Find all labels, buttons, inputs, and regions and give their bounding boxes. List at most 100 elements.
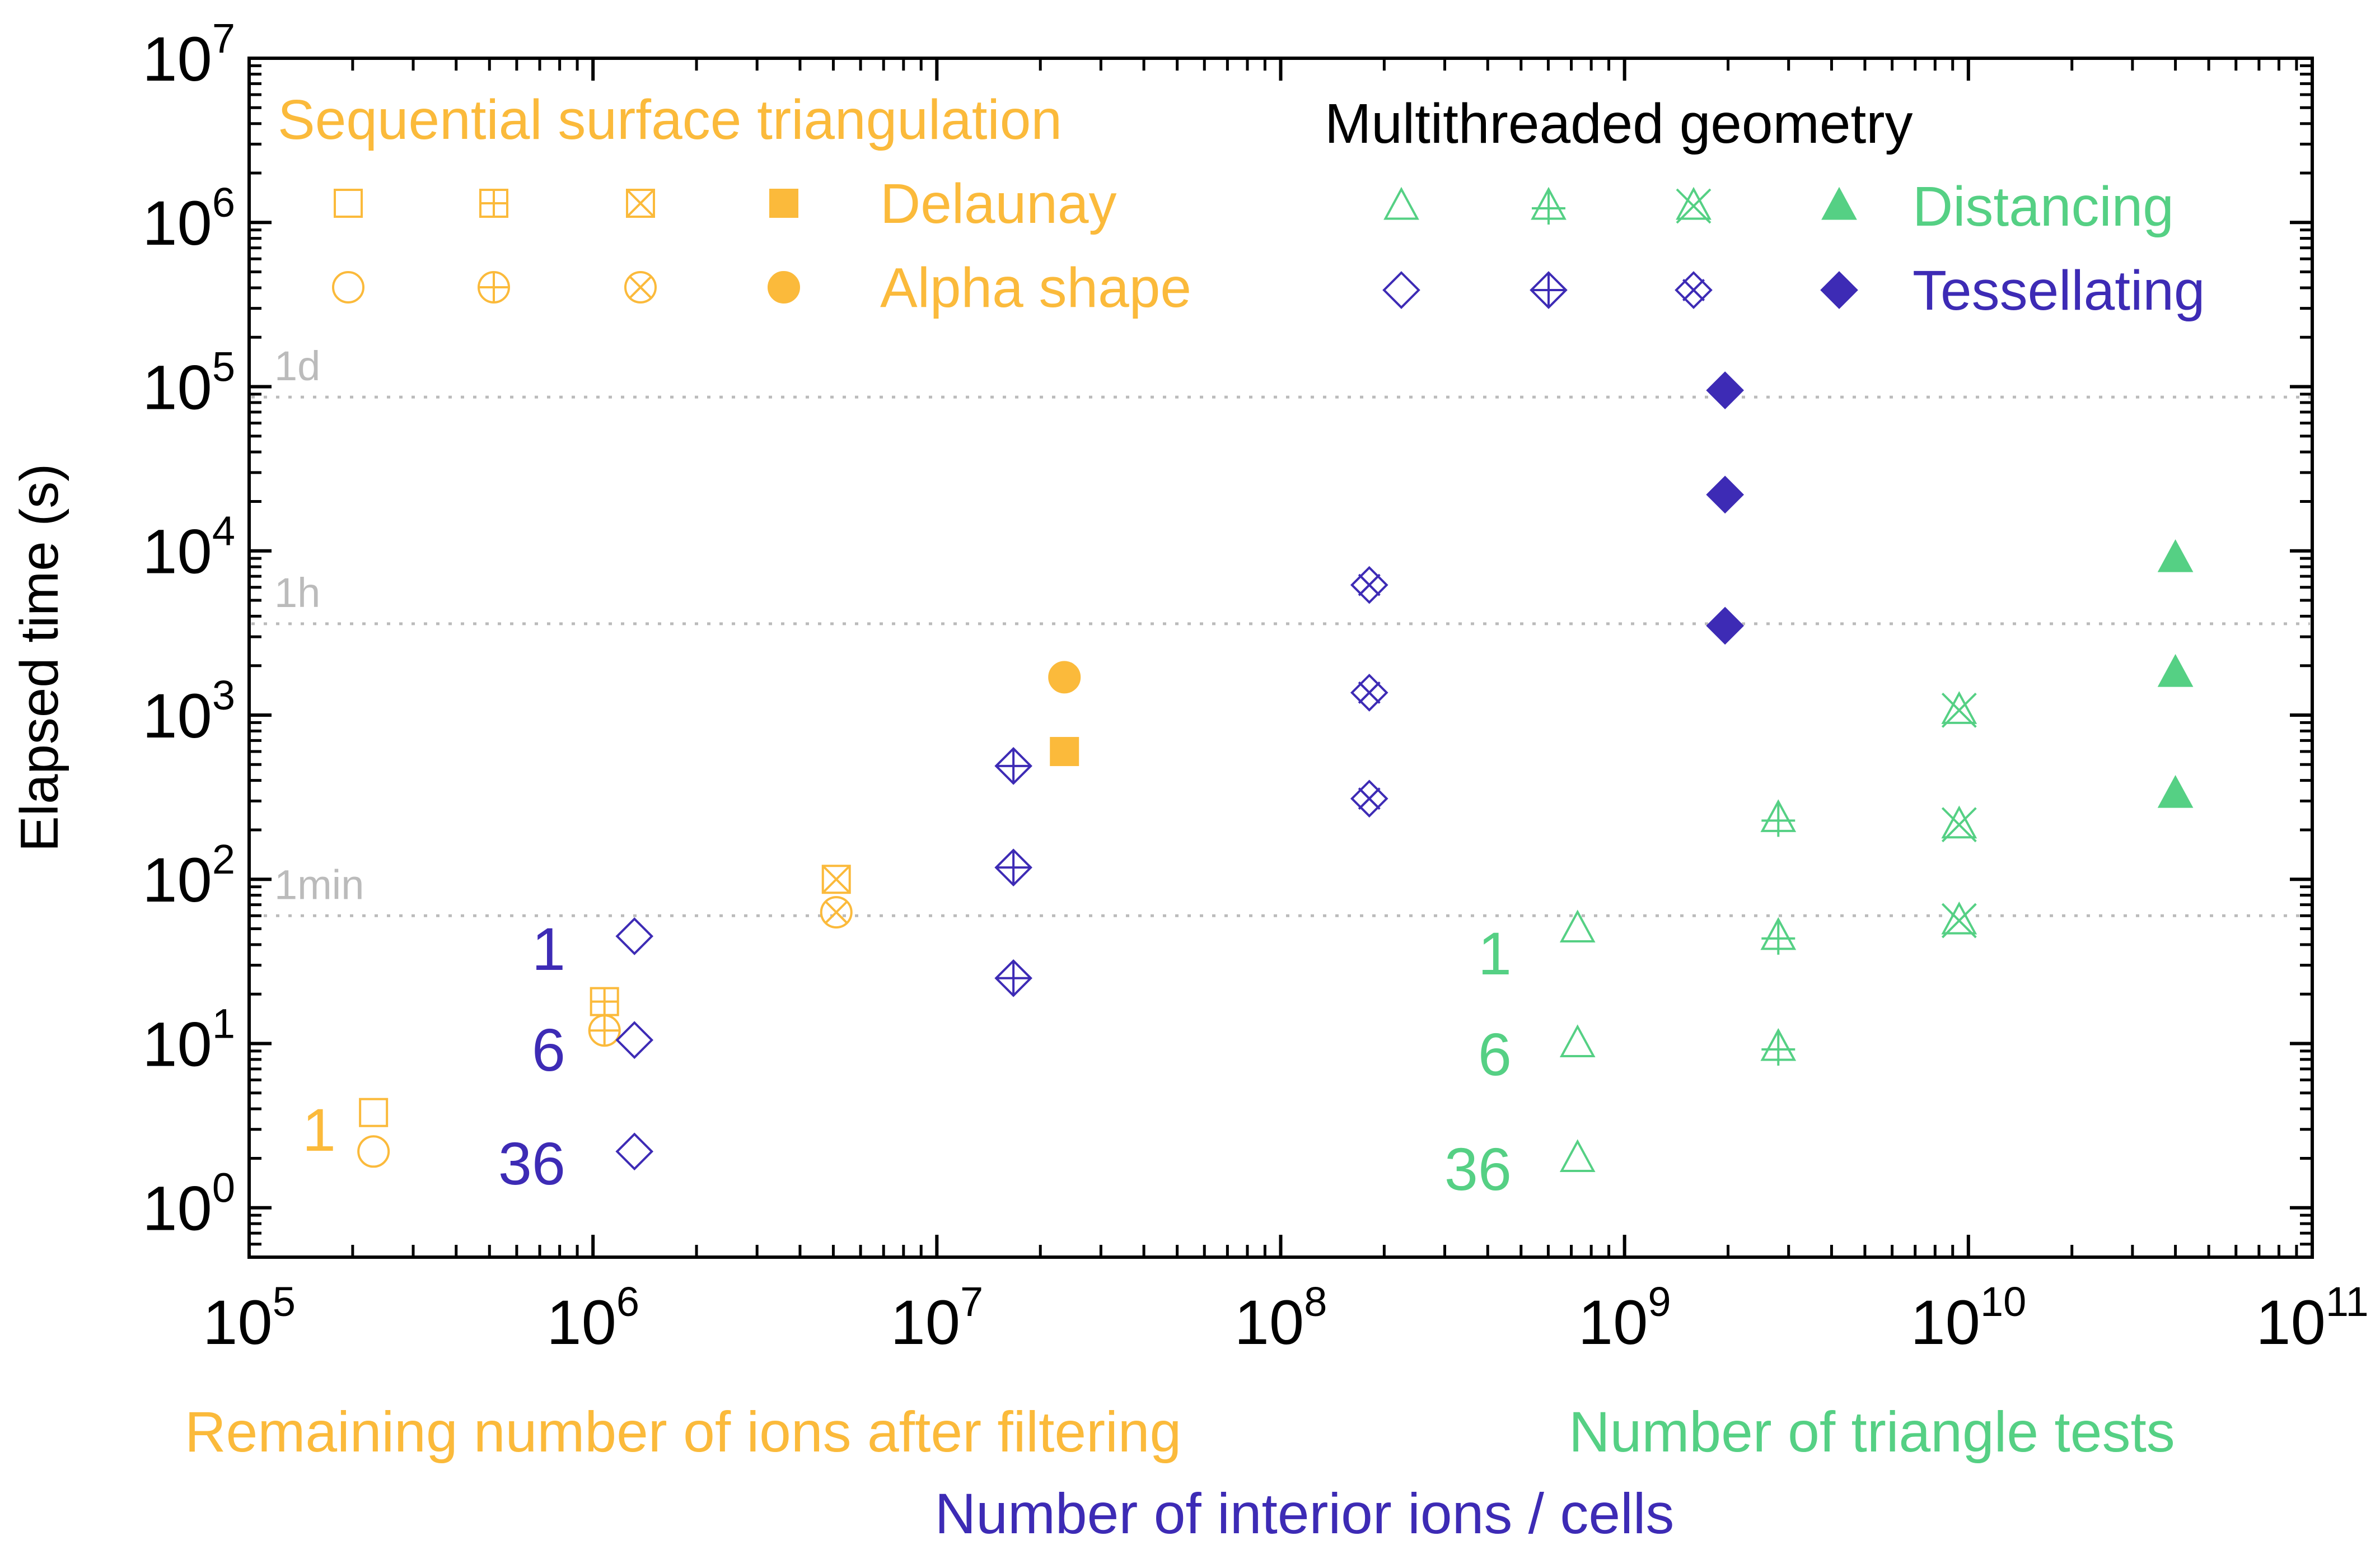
alpha-point-1 bbox=[588, 1014, 621, 1047]
legend-tessellating-marker-open-shape bbox=[1382, 271, 1420, 309]
legend-label-delaunay: Delaunay bbox=[880, 172, 1117, 235]
legend-distancing-marker-cross-shape bbox=[1676, 186, 1712, 220]
y-tick-label-exponent: 4 bbox=[212, 508, 235, 554]
tessellating-point-8-dline4 bbox=[1358, 787, 1381, 810]
tessellating-point-2 bbox=[615, 1132, 654, 1171]
legend-alpha-marker-filled-shape bbox=[768, 271, 800, 304]
distancing-point-0 bbox=[1559, 909, 1596, 943]
tessellating-point-6 bbox=[1350, 566, 1388, 604]
x-axis-label-interior-ions: Number of interior ions / cells bbox=[935, 1482, 1675, 1546]
legend-alpha-marker-cross-dline2 bbox=[629, 276, 652, 299]
distancing-point-2-shape bbox=[1559, 1139, 1596, 1172]
y-tick-label-base: 10 bbox=[142, 517, 212, 587]
legend-delaunay-marker-filled-shape bbox=[769, 189, 798, 218]
delaunay-point-0 bbox=[359, 1098, 389, 1127]
legend-delaunay-marker-filled bbox=[769, 189, 798, 218]
x-tick-label-base: 10 bbox=[546, 1287, 616, 1357]
x-tick-label-exponent: 9 bbox=[1648, 1278, 1671, 1325]
legend-tessellating-marker-plus bbox=[1530, 271, 1568, 309]
legend-distancing-marker-open bbox=[1383, 186, 1419, 220]
y-tick-label-exponent: 0 bbox=[212, 1165, 235, 1211]
tessellating-point-2-shape bbox=[615, 1132, 654, 1171]
x-tick-label-exponent: 6 bbox=[616, 1278, 639, 1325]
x-tick-label-exponent: 5 bbox=[273, 1278, 296, 1325]
x-tick-label: 1010 bbox=[1910, 1278, 2026, 1357]
distancing-point-6 bbox=[1941, 691, 1977, 728]
y-tick-label: 104 bbox=[142, 508, 235, 587]
tessellating-point-11-shape bbox=[1706, 606, 1744, 645]
distancing-point-8 bbox=[1941, 901, 1977, 939]
x-tick-label: 109 bbox=[1578, 1278, 1671, 1357]
y-tick-label-base: 10 bbox=[142, 1174, 212, 1244]
axes: 105 106 107 108 109 1010 101110010110210310410… bbox=[10, 15, 2369, 1546]
distancing-point-3 bbox=[1760, 799, 1797, 837]
legend-alpha-marker-open-shape bbox=[332, 271, 364, 304]
thread-count-label-distancing-6: 6 bbox=[1478, 1020, 1512, 1088]
distancing-point-6-dline2 bbox=[1941, 692, 1977, 728]
tessellating-point-1-shape bbox=[615, 1021, 654, 1059]
distancing-point-0-shape bbox=[1559, 909, 1596, 943]
x-tick-label-exponent: 7 bbox=[960, 1278, 983, 1325]
delaunay-point-0-shape bbox=[359, 1098, 389, 1127]
tessellating-point-8-shape bbox=[1350, 780, 1388, 818]
legend-distancing-marker-open-shape bbox=[1383, 186, 1419, 220]
tessellating-point-0 bbox=[615, 917, 654, 955]
alpha-point-0-shape bbox=[357, 1135, 390, 1168]
tessellating-point-4 bbox=[994, 848, 1032, 886]
legend-distancing-marker-plus bbox=[1531, 186, 1567, 225]
y-tick-label-exponent: 3 bbox=[212, 672, 235, 718]
legend-label-distancing: Distancing bbox=[1913, 175, 2174, 238]
tessellating-point-9 bbox=[1706, 371, 1744, 409]
legend-title-multithreaded: Multithreaded geometry bbox=[1325, 92, 1913, 155]
legend-tessellating-marker-open bbox=[1382, 271, 1420, 309]
distancing-point-11-shape bbox=[2157, 774, 2194, 808]
tessellating-point-3 bbox=[994, 747, 1032, 785]
x-tick-label-base: 10 bbox=[1578, 1287, 1648, 1357]
alpha-point-3-shape bbox=[1048, 661, 1081, 694]
legend-tessellating-marker-cross bbox=[1675, 271, 1713, 309]
legend-delaunay-marker-cross bbox=[626, 189, 655, 218]
x-tick-label-base: 10 bbox=[890, 1287, 960, 1357]
y-tick-label-exponent: 2 bbox=[212, 836, 235, 883]
legend-label-tessellating: Tessellating bbox=[1913, 259, 2205, 322]
legend-tessellating-marker-filled bbox=[1820, 271, 1858, 309]
x-tick-label: 106 bbox=[546, 1278, 639, 1357]
y-tick-label-base: 10 bbox=[142, 188, 212, 258]
thread-count-label-distancing-1: 1 bbox=[1478, 919, 1512, 987]
thread-count-label-tessellating-36: 36 bbox=[498, 1129, 565, 1197]
tessellating-point-11 bbox=[1706, 606, 1744, 645]
legend-alpha-marker-open bbox=[332, 271, 364, 304]
distancing-point-8-shape bbox=[1941, 901, 1977, 935]
x-tick-label-base: 10 bbox=[1910, 1287, 1980, 1357]
legend-tessellating-marker-filled-shape bbox=[1820, 271, 1858, 309]
distancing-point-10-shape bbox=[2157, 654, 2194, 687]
thread-count-label-tessellating-1: 1 bbox=[532, 915, 565, 983]
y-tick-label: 106 bbox=[142, 179, 235, 258]
labels: 1 1 6 36 1 6 36 bbox=[302, 915, 1512, 1203]
legend-title-sequential: Sequential surface triangulation bbox=[278, 88, 1062, 151]
legend-distancing-marker-filled-shape bbox=[1821, 186, 1857, 220]
distancing-point-9-shape bbox=[2157, 539, 2194, 572]
tessellating-point-5 bbox=[994, 959, 1032, 997]
legend-alpha-marker-cross bbox=[624, 271, 657, 304]
x-tick-label: 1011 bbox=[2256, 1278, 2368, 1357]
tessellating-point-7-dline4 bbox=[1358, 681, 1381, 704]
tessellating-point-8 bbox=[1350, 780, 1388, 818]
reference-label-1min: 1min bbox=[274, 861, 364, 908]
distancing-point-9 bbox=[2157, 539, 2194, 572]
alpha-point-0 bbox=[357, 1135, 390, 1168]
x-tick-label-exponent: 11 bbox=[2326, 1278, 2369, 1325]
legend-distancing-marker-cross-dline2 bbox=[1676, 188, 1712, 224]
legend-tessellating-marker-cross-shape bbox=[1675, 271, 1713, 309]
distancing-point-4 bbox=[1760, 917, 1797, 955]
distancing-point-7-shape bbox=[1941, 805, 1977, 839]
data-points bbox=[357, 371, 2194, 1172]
legend-distancing-marker-cross bbox=[1676, 186, 1712, 224]
delaunay-point-3 bbox=[1050, 737, 1079, 767]
legend-delaunay-marker-open-shape bbox=[334, 189, 363, 218]
y-tick-label: 103 bbox=[142, 672, 235, 751]
y-tick-label: 105 bbox=[142, 343, 235, 422]
legend: Sequential surface triangulation Multithr… bbox=[278, 88, 2205, 322]
y-tick-label: 100 bbox=[142, 1165, 235, 1244]
